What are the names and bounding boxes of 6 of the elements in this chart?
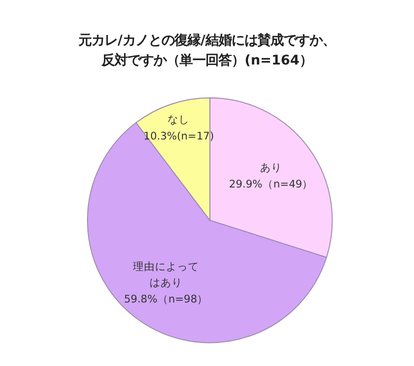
chart-title: 元カレ/カノとの復縁/結婚には賛成ですか、反対ですか（単一回答）(n=164） [78,32,336,68]
slice-label: あり [260,162,282,174]
slice-label: なし [168,114,190,126]
data-label: 59.8%（n=98） [124,293,208,306]
slice-label: 理由によってはあり [133,260,200,290]
data-label: 29.9%（n=49） [229,178,314,190]
